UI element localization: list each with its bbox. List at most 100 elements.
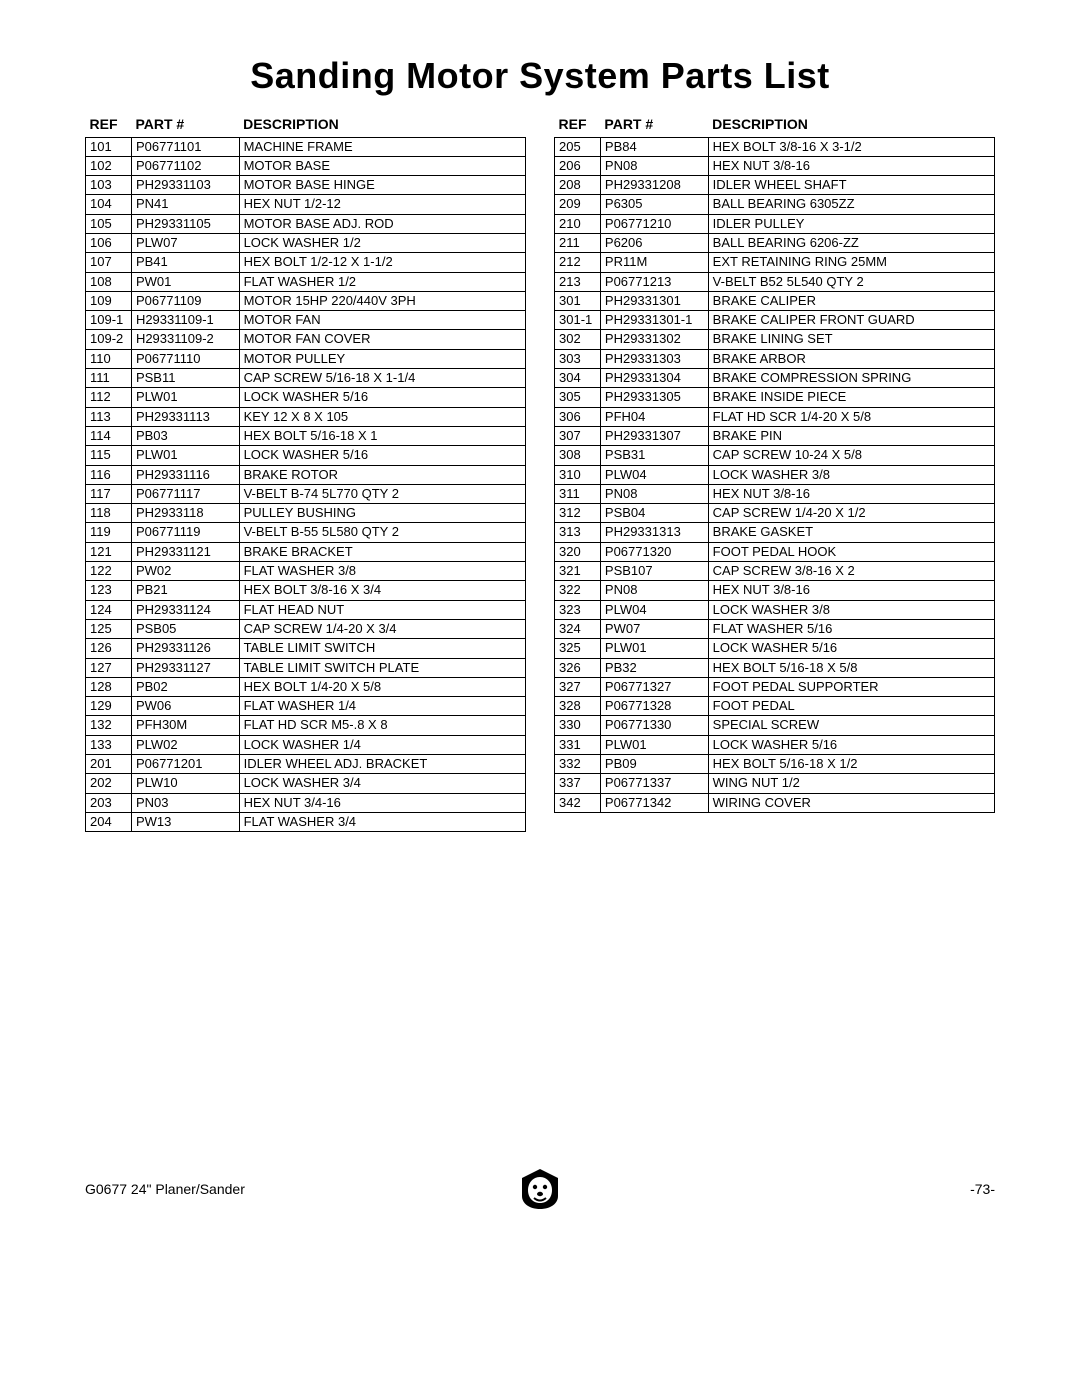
cell-part: PLW01	[600, 639, 708, 658]
cell-desc: MOTOR FAN	[239, 311, 525, 330]
cell-part: PLW01	[131, 388, 239, 407]
table-row: 204PW13FLAT WASHER 3/4	[86, 812, 526, 831]
col-part: PART #	[600, 115, 708, 137]
table-row: 310PLW04LOCK WASHER 3/8	[555, 465, 995, 484]
cell-ref: 302	[555, 330, 601, 349]
table-row: 101P06771101MACHINE FRAME	[86, 137, 526, 156]
cell-part: P06771320	[600, 542, 708, 561]
cell-ref: 121	[86, 542, 132, 561]
cell-desc: BRAKE LINING SET	[708, 330, 994, 349]
table-row: 325PLW01LOCK WASHER 5/16	[555, 639, 995, 658]
table-row: 113PH29331113KEY 12 X 8 X 105	[86, 407, 526, 426]
cell-desc: MOTOR PULLEY	[239, 349, 525, 368]
table-row: 108PW01FLAT WASHER 1/2	[86, 272, 526, 291]
col-desc: DESCRIPTION	[239, 115, 525, 137]
table-row: 213P06771213V-BELT B52 5L540 QTY 2	[555, 272, 995, 291]
cell-part: P6206	[600, 233, 708, 252]
cell-part: PLW01	[600, 735, 708, 754]
cell-part: PH29331313	[600, 523, 708, 542]
cell-ref: 133	[86, 735, 132, 754]
cell-ref: 127	[86, 658, 132, 677]
cell-desc: FOOT PEDAL HOOK	[708, 542, 994, 561]
table-row: 111PSB11CAP SCREW 5/16-18 X 1-1/4	[86, 369, 526, 388]
table-row: 118PH2933118PULLEY BUSHING	[86, 504, 526, 523]
cell-desc: IDLER WHEEL ADJ. BRACKET	[239, 755, 525, 774]
cell-part: PH29331124	[131, 600, 239, 619]
cell-ref: 323	[555, 600, 601, 619]
cell-ref: 304	[555, 369, 601, 388]
cell-part: P06771201	[131, 755, 239, 774]
cell-desc: V-BELT B52 5L540 QTY 2	[708, 272, 994, 291]
cell-desc: CAP SCREW 3/8-16 X 2	[708, 562, 994, 581]
cell-desc: FLAT WASHER 3/8	[239, 562, 525, 581]
cell-part: P06771119	[131, 523, 239, 542]
cell-ref: 337	[555, 774, 601, 793]
cell-part: PN08	[600, 156, 708, 175]
cell-desc: HEX NUT 3/8-16	[708, 484, 994, 503]
footer-right: -73-	[970, 1181, 995, 1197]
cell-ref: 213	[555, 272, 601, 291]
table-row: 117P06771117V-BELT B-74 5L770 QTY 2	[86, 484, 526, 503]
cell-ref: 119	[86, 523, 132, 542]
cell-ref: 310	[555, 465, 601, 484]
cell-ref: 109-2	[86, 330, 132, 349]
cell-desc: LOCK WASHER 3/8	[708, 465, 994, 484]
cell-part: PN03	[131, 793, 239, 812]
page-footer: G0677 24" Planer/Sander -73-	[85, 1181, 995, 1197]
cell-part: P06771330	[600, 716, 708, 735]
cell-part: PB41	[131, 253, 239, 272]
brand-logo	[520, 1168, 560, 1210]
table-row: 321PSB107CAP SCREW 3/8-16 X 2	[555, 562, 995, 581]
cell-part: PLW01	[131, 446, 239, 465]
cell-part: PH29331303	[600, 349, 708, 368]
cell-desc: BRAKE GASKET	[708, 523, 994, 542]
cell-desc: LOCK WASHER 5/16	[239, 446, 525, 465]
table-row: 128PB02HEX BOLT 1/4-20 X 5/8	[86, 677, 526, 696]
cell-desc: FLAT WASHER 1/4	[239, 697, 525, 716]
cell-part: PR11M	[600, 253, 708, 272]
table-row: 206PN08HEX NUT 3/8-16	[555, 156, 995, 175]
cell-desc: HEX BOLT 5/16-18 X 1/2	[708, 755, 994, 774]
cell-desc: HEX BOLT 1/4-20 X 5/8	[239, 677, 525, 696]
table-row: 326PB32HEX BOLT 5/16-18 X 5/8	[555, 658, 995, 677]
table-row: 109-2H29331109-2MOTOR FAN COVER	[86, 330, 526, 349]
cell-desc: FLAT WASHER 5/16	[708, 619, 994, 638]
cell-desc: LOCK WASHER 5/16	[708, 735, 994, 754]
cell-part: PB09	[600, 755, 708, 774]
tables-container: REF PART # DESCRIPTION 101P06771101MACHI…	[85, 115, 995, 832]
table-row: 305PH29331305BRAKE INSIDE PIECE	[555, 388, 995, 407]
cell-part: P06771342	[600, 793, 708, 812]
cell-desc: V-BELT B-74 5L770 QTY 2	[239, 484, 525, 503]
cell-desc: TABLE LIMIT SWITCH	[239, 639, 525, 658]
cell-part: PB02	[131, 677, 239, 696]
cell-desc: IDLER PULLEY	[708, 214, 994, 233]
table-row: 201P06771201IDLER WHEEL ADJ. BRACKET	[86, 755, 526, 774]
footer-left: G0677 24" Planer/Sander	[85, 1181, 245, 1197]
table-header-row: REF PART # DESCRIPTION	[555, 115, 995, 137]
cell-desc: BRAKE COMPRESSION SPRING	[708, 369, 994, 388]
cell-desc: LOCK WASHER 5/16	[239, 388, 525, 407]
table-row: 109-1H29331109-1MOTOR FAN	[86, 311, 526, 330]
cell-ref: 303	[555, 349, 601, 368]
cell-desc: CAP SCREW 1/4-20 X 3/4	[239, 619, 525, 638]
table-row: 126PH29331126TABLE LIMIT SWITCH	[86, 639, 526, 658]
parts-table-right: REF PART # DESCRIPTION 205PB84HEX BOLT 3…	[554, 115, 995, 813]
cell-part: PH29331126	[131, 639, 239, 658]
cell-desc: LOCK WASHER 3/4	[239, 774, 525, 793]
cell-part: PH29331208	[600, 176, 708, 195]
cell-ref: 118	[86, 504, 132, 523]
table-row: 210P06771210IDLER PULLEY	[555, 214, 995, 233]
cell-desc: FLAT WASHER 3/4	[239, 812, 525, 831]
cell-part: PW06	[131, 697, 239, 716]
cell-desc: V-BELT B-55 5L580 QTY 2	[239, 523, 525, 542]
cell-part: PH29331113	[131, 407, 239, 426]
table-row: 301PH29331301BRAKE CALIPER	[555, 291, 995, 310]
table-row: 332PB09HEX BOLT 5/16-18 X 1/2	[555, 755, 995, 774]
cell-desc: LOCK WASHER 1/2	[239, 233, 525, 252]
cell-ref: 313	[555, 523, 601, 542]
table-header-row: REF PART # DESCRIPTION	[86, 115, 526, 137]
cell-desc: KEY 12 X 8 X 105	[239, 407, 525, 426]
cell-part: PSB31	[600, 446, 708, 465]
cell-part: PFH04	[600, 407, 708, 426]
cell-ref: 106	[86, 233, 132, 252]
